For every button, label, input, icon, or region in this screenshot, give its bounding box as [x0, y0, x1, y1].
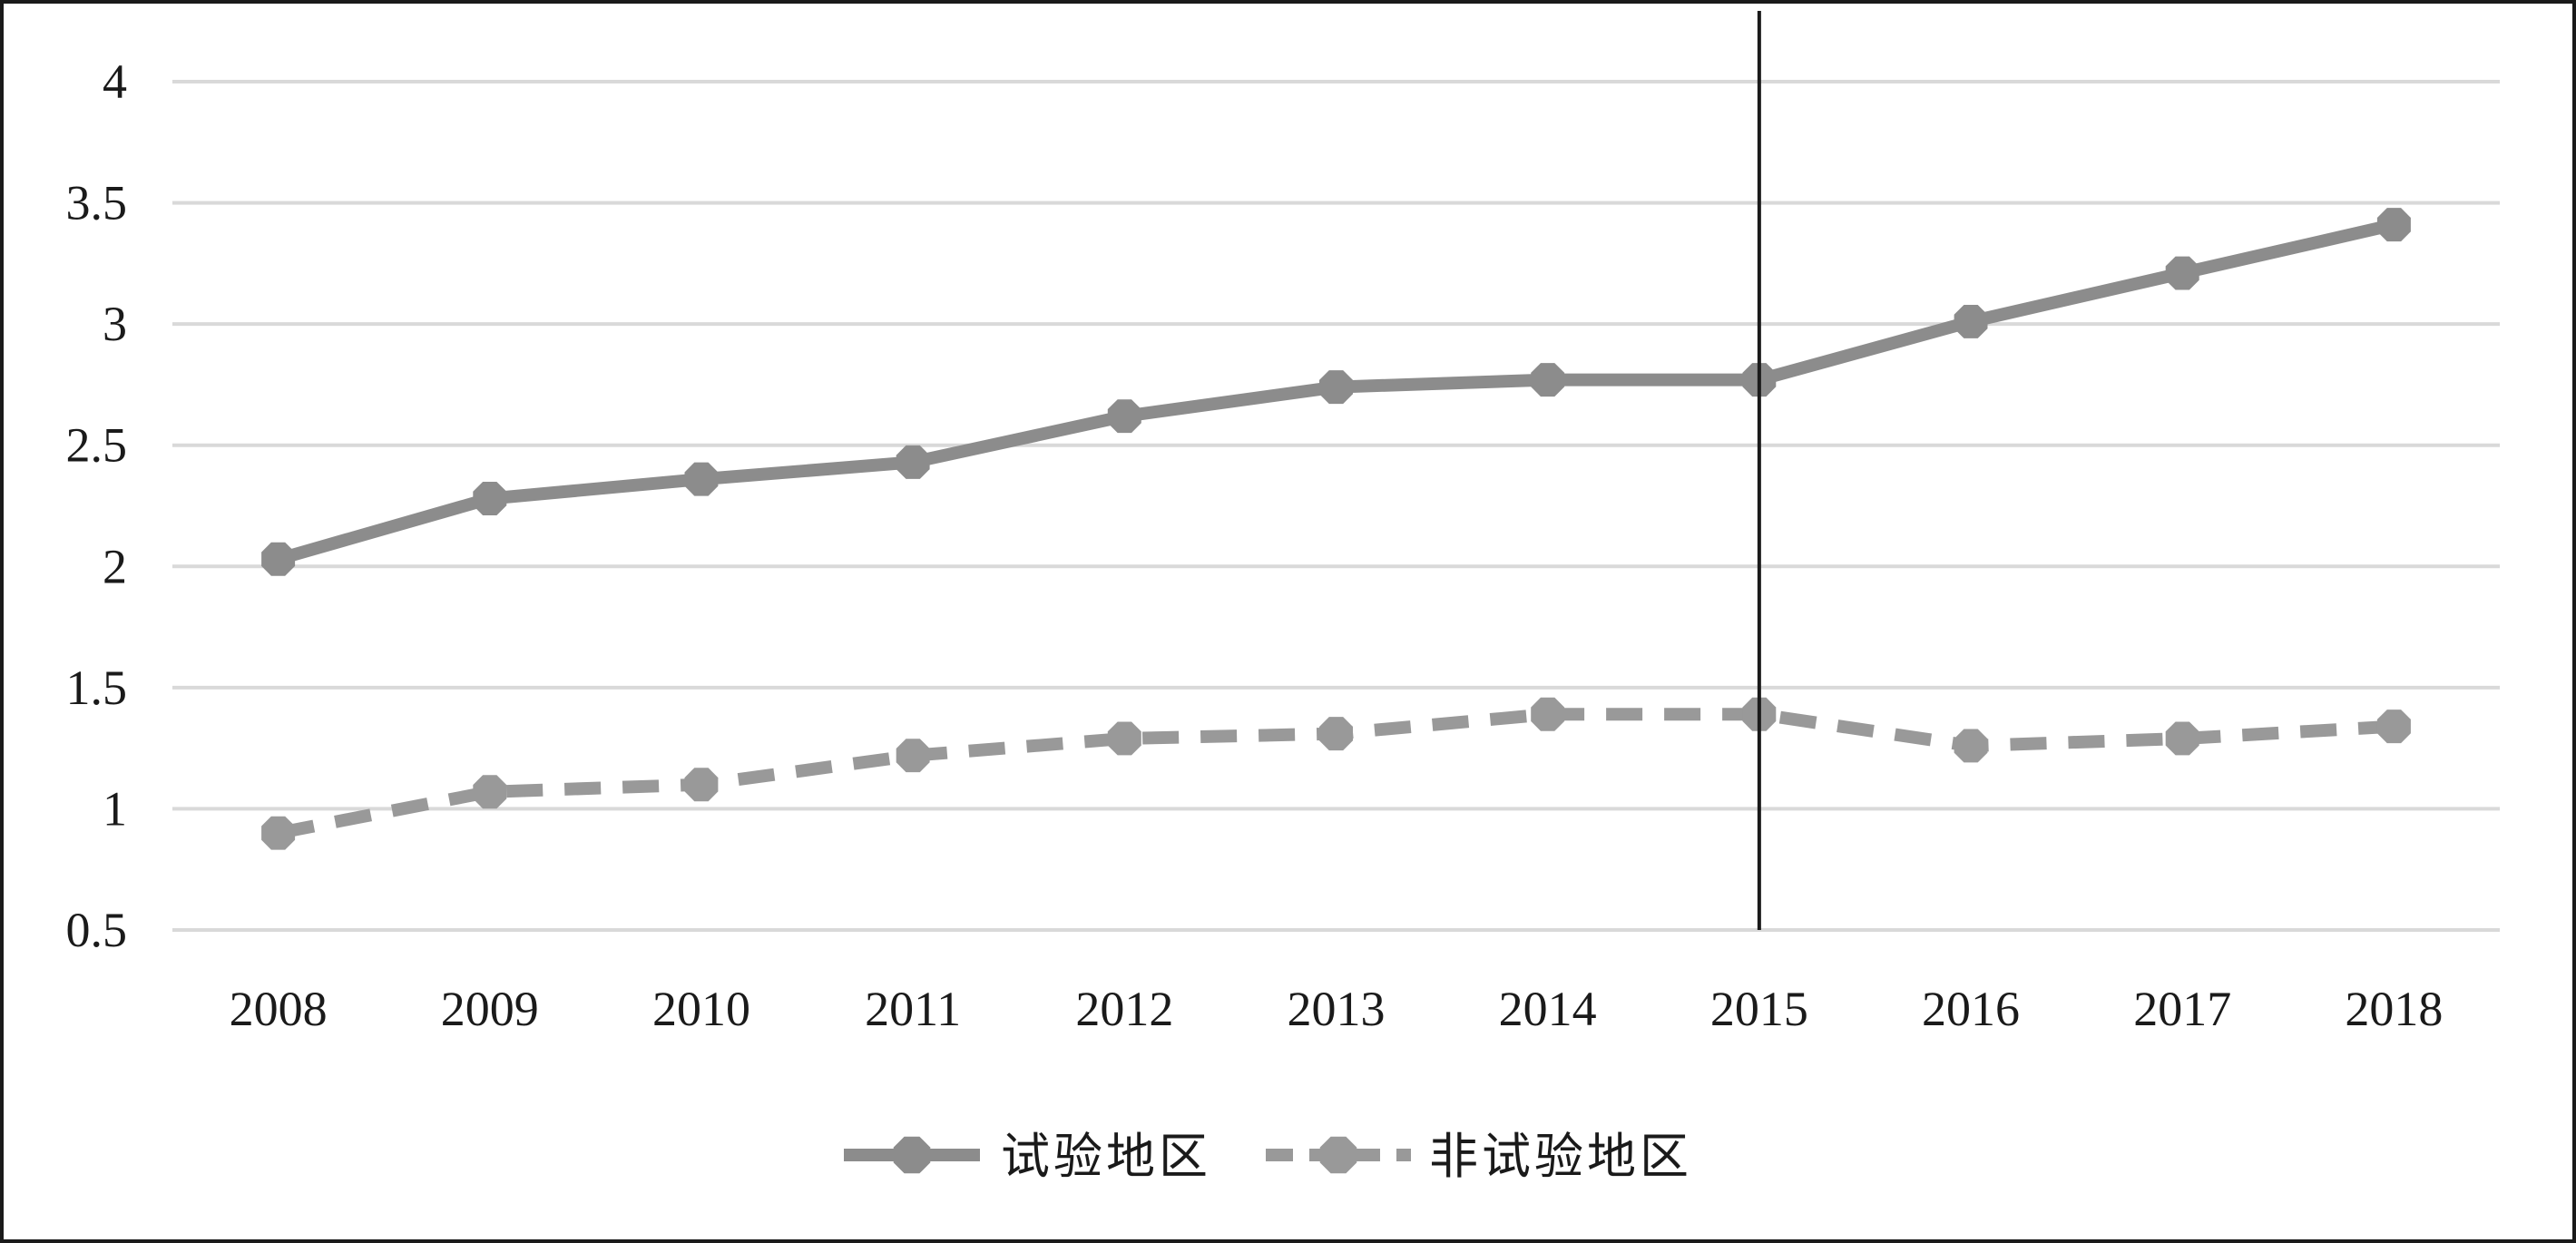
data-point [261, 816, 296, 850]
data-point [684, 768, 719, 802]
data-point [1319, 717, 1353, 751]
data-point [261, 542, 296, 576]
x-tick-label: 2014 [1499, 982, 1597, 1036]
legend-marker [1319, 1136, 1357, 1174]
legend-label: 试验地区 [1001, 1128, 1211, 1185]
gridlines [172, 80, 2500, 932]
data-point [684, 462, 719, 496]
y-tick-label: 1.5 [66, 661, 128, 715]
x-tick-label: 2008 [230, 982, 328, 1036]
x-tick-label: 2016 [1922, 982, 2020, 1036]
data-point [896, 445, 930, 479]
x-tick-label: 2011 [865, 982, 961, 1036]
y-tick-label: 2.5 [66, 418, 128, 473]
x-tick-label: 2018 [2345, 982, 2443, 1036]
legend-label: 非试验地区 [1429, 1128, 1692, 1185]
legend: 试验地区 非试验地区 [844, 1128, 1692, 1185]
data-point [896, 739, 930, 773]
y-tick-label: 3.5 [66, 176, 128, 230]
data-point [2165, 256, 2199, 290]
x-axis-ticks: 2008 2009 2010 2011 2012 2013 2014 2015 2016 2017… [230, 982, 2444, 1036]
x-tick-label: 2010 [652, 982, 750, 1036]
data-point [2376, 208, 2411, 242]
data-point [1107, 721, 1141, 756]
data-point [1531, 363, 1565, 397]
data-point [2165, 721, 2199, 756]
y-tick-label: 2 [103, 539, 127, 593]
y-tick-label: 0.5 [66, 903, 128, 957]
x-tick-label: 2013 [1288, 982, 1386, 1036]
x-tick-label: 2009 [441, 982, 539, 1036]
series-lines [261, 208, 2411, 850]
x-tick-label: 2015 [1710, 982, 1808, 1036]
x-tick-label: 2017 [2133, 982, 2231, 1036]
data-point [473, 775, 507, 809]
y-tick-label: 3 [103, 297, 127, 351]
data-point [1319, 370, 1353, 405]
data-point [1954, 305, 1988, 338]
data-point [473, 482, 507, 515]
data-point [1107, 399, 1141, 434]
data-point [2376, 710, 2411, 744]
y-tick-label: 4 [103, 54, 127, 109]
y-tick-label: 1 [103, 781, 127, 836]
data-point [1954, 729, 1988, 763]
y-axis-ticks: 0.5 1 1.5 2 2.5 3 3.5 4 [66, 54, 128, 957]
data-point [1531, 697, 1565, 731]
x-tick-label: 2012 [1075, 982, 1173, 1036]
legend-marker [893, 1136, 931, 1174]
